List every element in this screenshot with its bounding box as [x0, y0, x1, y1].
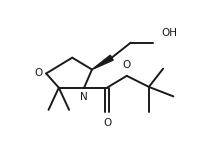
Text: O: O — [123, 60, 131, 70]
Text: O: O — [103, 118, 111, 128]
Polygon shape — [92, 55, 113, 70]
Text: OH: OH — [162, 28, 177, 38]
Text: O: O — [34, 68, 42, 79]
Text: N: N — [80, 92, 88, 102]
